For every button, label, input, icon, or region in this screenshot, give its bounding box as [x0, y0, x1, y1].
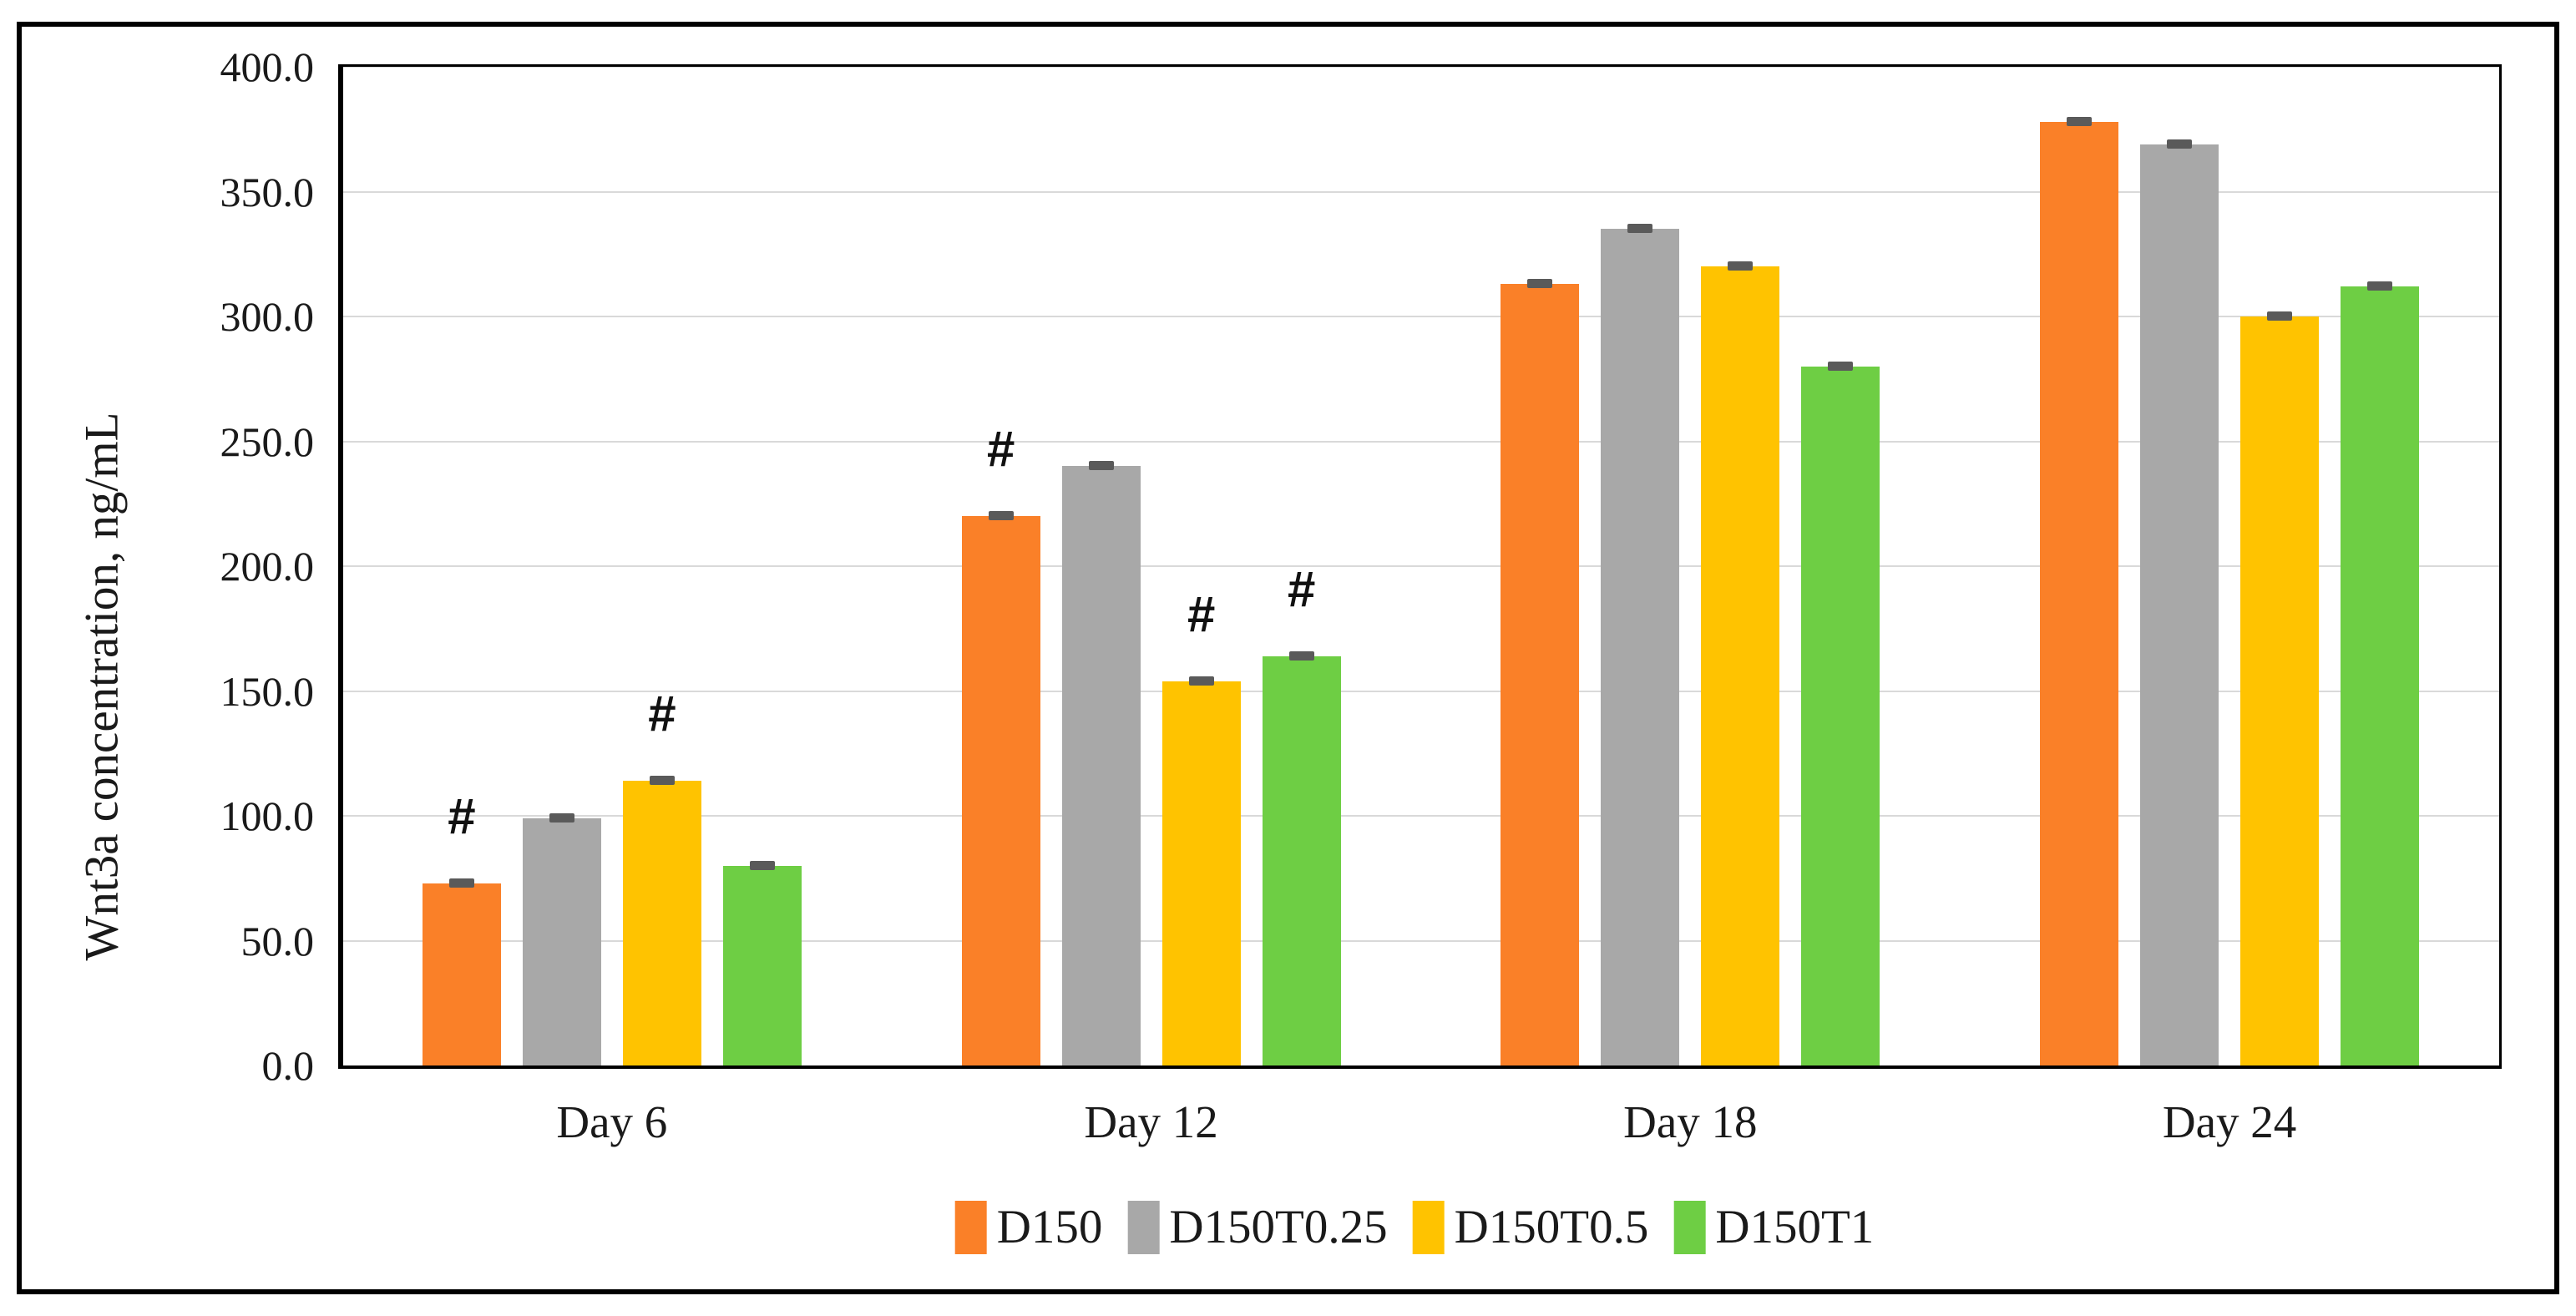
legend-marker-d150t1	[1673, 1201, 1706, 1254]
bar-d150-day-6	[422, 883, 501, 1065]
error-cap-d150t0-25-day-6	[549, 812, 574, 822]
y-tick-label-350: 350.0	[220, 168, 315, 215]
y-tick-label-100: 100.0	[220, 792, 315, 839]
plot-top-border	[338, 64, 2502, 67]
y-axis-line	[338, 67, 343, 1069]
error-cap-d150t0-25-day-24	[2167, 139, 2193, 149]
bar-d150t1-day-18	[1801, 366, 1880, 1065]
error-cap-d150-day-12	[988, 511, 1014, 521]
gridline-350	[342, 190, 2499, 193]
legend-marker-d150t0-25	[1127, 1201, 1160, 1254]
error-cap-d150t0-25-day-12	[1088, 461, 1114, 471]
legend-item-d150t1: D150T1	[1673, 1201, 1874, 1254]
hash-annotation-d150-day-12: #	[986, 421, 1015, 478]
bar-d150t0-5-day-18	[1701, 266, 1780, 1065]
legend-label-d150t0-5: D150T0.5	[1454, 1201, 1649, 1253]
legend-label-d150t1: D150T1	[1715, 1201, 1875, 1253]
error-cap-d150t0-25-day-18	[1627, 224, 1653, 234]
bar-d150t0-25-day-12	[1061, 466, 1141, 1065]
error-cap-d150t0-5-day-6	[649, 776, 675, 786]
error-cap-d150-day-24	[2067, 116, 2093, 126]
gridline-250	[342, 440, 2499, 443]
plot-right-border	[2499, 67, 2502, 1069]
error-cap-d150-day-6	[448, 878, 474, 888]
error-cap-d150t1-day-6	[749, 860, 775, 870]
legend-marker-d150t0-5	[1412, 1201, 1445, 1254]
error-cap-d150t0-5-day-12	[1188, 676, 1214, 686]
bar-d150t0-5-day-24	[2240, 316, 2320, 1065]
legend-marker-d150	[954, 1201, 987, 1254]
error-cap-d150t0-5-day-24	[2267, 311, 2293, 321]
x-label-day-24: Day 24	[2162, 1096, 2297, 1147]
gridline-300	[342, 316, 2499, 317]
y-tick-label-150: 150.0	[220, 667, 315, 715]
y-tick-label-50: 50.0	[240, 917, 315, 964]
bar-d150t0-5-day-12	[1161, 681, 1241, 1065]
y-axis-title: Wnt3a concentration, ng/mL	[75, 412, 129, 961]
bar-d150t1-day-24	[2341, 286, 2420, 1065]
hash-annotation-d150t1-day-12: #	[1287, 560, 1316, 617]
bar-d150t0-25-day-6	[522, 817, 601, 1065]
bar-d150t0-25-day-18	[1601, 229, 1680, 1065]
legend: D150 D150T0.25 D150T0.5 D150T1	[954, 1201, 1874, 1254]
bar-d150-day-18	[1501, 284, 1580, 1065]
x-label-day-12: Day 12	[1084, 1096, 1218, 1147]
error-cap-d150t0-5-day-18	[1728, 261, 1754, 271]
y-tick-label-250: 250.0	[220, 418, 315, 465]
bar-d150-day-12	[961, 516, 1040, 1065]
error-cap-d150t1-day-18	[1828, 361, 1854, 371]
gridline-50	[342, 939, 2499, 942]
bar-d150-day-24	[2040, 121, 2119, 1065]
gridline-400	[342, 66, 2499, 68]
error-cap-d150t1-day-24	[2367, 281, 2393, 291]
error-cap-d150-day-18	[1527, 279, 1553, 289]
legend-label-d150: D150	[996, 1201, 1103, 1253]
legend-item-d150t0-25: D150T0.25	[1127, 1201, 1388, 1254]
legend-label-d150t0-25: D150T0.25	[1169, 1201, 1388, 1253]
hash-annotation-d150t0-5-day-12: #	[1187, 585, 1216, 642]
legend-item-d150t0-5: D150T0.5	[1412, 1201, 1649, 1254]
bar-d150t1-day-6	[722, 865, 802, 1065]
bar-d150t0-5-day-6	[622, 781, 701, 1065]
hash-annotation-d150t0-5-day-6: #	[648, 686, 676, 742]
hash-annotation-d150-day-6: #	[448, 787, 476, 844]
x-label-day-6: Day 6	[556, 1096, 668, 1147]
y-tick-label-0: 0.0	[261, 1042, 315, 1089]
x-axis-line	[338, 1065, 2502, 1069]
x-label-day-18: Day 18	[1623, 1096, 1758, 1147]
gridline-100	[342, 815, 2499, 817]
error-cap-d150t1-day-12	[1288, 650, 1314, 661]
legend-item-d150: D150	[954, 1201, 1103, 1254]
bar-d150t0-25-day-24	[2140, 144, 2219, 1065]
bar-d150t1-day-12	[1262, 655, 1341, 1065]
y-tick-label-400: 400.0	[220, 43, 315, 90]
figure-frame: Wnt3a concentration, ng/mL 0.0 50.0 100.0 1…	[17, 22, 2559, 1294]
y-tick-label-300: 300.0	[220, 293, 315, 340]
gridline-150	[342, 690, 2499, 692]
y-tick-label-200: 200.0	[220, 543, 315, 590]
gridline-200	[342, 565, 2499, 567]
